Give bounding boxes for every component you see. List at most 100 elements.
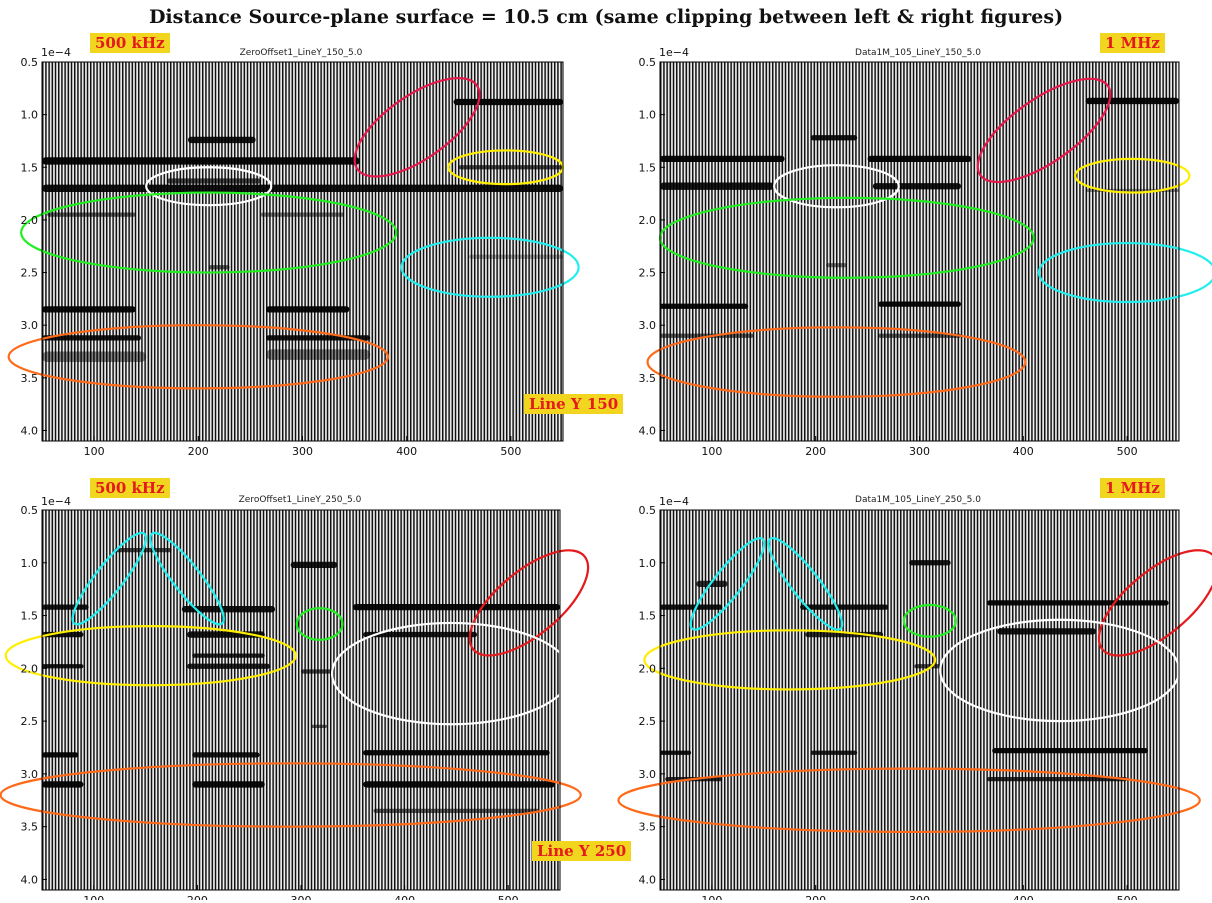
y-tick-label: 2.5	[639, 267, 657, 280]
y-tick-label: 4.0	[21, 424, 39, 437]
x-tick-label: 400	[1013, 445, 1034, 458]
y-tick-label: 2.5	[21, 267, 39, 280]
reflector-band	[192, 781, 265, 788]
annotation-ellipse-red	[976, 77, 1112, 184]
reflector-band	[167, 178, 261, 184]
y-tick-label: 3.5	[639, 821, 657, 834]
annotation-ellipse-cyan-left	[71, 531, 148, 626]
radargram-line150-500khz: 100 200 300 400 5000.51.01.52.02.53.03.54.0 …	[7, 46, 580, 458]
x-tick-label: 200	[805, 894, 826, 900]
annotation-ellipse-green	[902, 603, 957, 638]
x-tick-label: 200	[187, 894, 208, 900]
x-tick-label: 200	[188, 445, 209, 458]
y-tick-label: 1.5	[639, 161, 657, 174]
annotation-ellipse-yellow	[1074, 157, 1191, 194]
y-tick-label: 2.0	[639, 662, 657, 675]
reflector-band	[914, 664, 941, 669]
y-scale-label: 1e−4	[41, 495, 71, 508]
annotation-ellipse-cyan-right	[767, 537, 844, 631]
reflector-band	[877, 333, 962, 338]
y-tick-label: 2.0	[21, 662, 39, 675]
y-tick-label: 3.5	[21, 821, 39, 834]
reflector-band	[42, 351, 147, 363]
radargram-line250-1mhz: 1002003004005000.51.01.52.02.53.03.54.0 …	[617, 495, 1212, 900]
reflector-band	[997, 628, 1096, 635]
x-tick-label: 100	[701, 445, 722, 458]
y-tick-label: 1.0	[639, 109, 657, 122]
reflector-band	[192, 752, 260, 758]
y-tick-label: 3.5	[21, 372, 39, 385]
reflector-band	[42, 335, 141, 341]
reflector-band	[872, 183, 962, 190]
annotation-ellipse-orange	[0, 762, 582, 828]
annotation-ellipse-yellow	[4, 625, 297, 687]
x-tick-label: 500	[500, 445, 521, 458]
x-tick-label: 300	[909, 445, 930, 458]
annotation-ellipse-white	[145, 166, 273, 207]
reflector-band	[290, 561, 338, 569]
y-tick-label: 4.0	[21, 873, 39, 886]
y-tick-label: 3.0	[21, 319, 39, 332]
reflector-band	[301, 669, 333, 674]
y-scale-label: 1e−4	[659, 495, 689, 508]
annotation-ellipse-red	[353, 76, 481, 178]
reflector-band	[42, 664, 84, 669]
trace-stripes	[660, 62, 1179, 441]
panel-title: ZeroOffset1_LineY_150_5.0	[240, 48, 363, 58]
y-scale-label: 1e−4	[41, 46, 71, 59]
panel-title: Data1M_105_LineY_250_5.0	[855, 495, 981, 505]
reflector-band	[42, 157, 360, 165]
x-tick-label: 100	[83, 894, 104, 900]
y-tick-label: 3.5	[639, 372, 657, 385]
reflector-band	[42, 604, 89, 610]
panel-title: Data1M_105_LineY_150_5.0	[855, 48, 981, 58]
x-tick-label: 300	[909, 894, 930, 900]
frequency-tag-500khz: 500 kHz	[90, 478, 170, 498]
radargram-line150-1mhz: 100 200 300 400 5000.51.01.52.02.53.03.54.0 …	[639, 46, 1212, 458]
y-tick-label: 1.5	[639, 610, 657, 623]
y-tick-label: 1.5	[21, 610, 39, 623]
y-tick-label: 0.5	[21, 504, 39, 517]
reflector-band	[1085, 97, 1179, 105]
reflector-band	[42, 184, 563, 193]
page-title: Distance Source-plane surface = 10.5 cm …	[148, 6, 1064, 28]
x-tick-label: 300	[291, 894, 312, 900]
reflector-band	[208, 265, 230, 270]
annotation-ellipse-orange	[7, 324, 390, 390]
reflector-band	[826, 263, 847, 268]
reflector-band	[800, 604, 889, 610]
reflector-band	[266, 349, 371, 360]
trace-stripes	[42, 62, 563, 441]
frequency-tag-1mhz: 1 MHz	[1100, 33, 1165, 53]
annotation-ellipse-cyan	[400, 236, 580, 298]
reflector-band	[42, 306, 136, 313]
y-tick-label: 1.0	[639, 557, 657, 570]
reflector-band	[42, 752, 79, 758]
reflector-band	[660, 182, 775, 190]
reflector-band	[192, 653, 265, 658]
reflector-band	[986, 777, 1128, 782]
reflector-band	[696, 580, 728, 588]
reflector-band	[810, 750, 858, 755]
y-tick-label: 0.5	[639, 504, 657, 517]
y-tick-label: 3.0	[639, 319, 657, 332]
annotation-ellipse-yellow	[643, 629, 937, 691]
annotation-ellipse-cyan-left	[689, 537, 766, 631]
reflector-band	[47, 212, 136, 217]
reflector-band	[187, 663, 270, 669]
annotation-ellipse-orange	[646, 326, 1027, 398]
line-tag-150: Line Y 150	[524, 394, 624, 414]
reflector-band	[373, 808, 540, 813]
x-tick-label: 400	[394, 894, 415, 900]
annotation-ellipse-cyan-right	[149, 531, 225, 626]
reflector-band	[311, 724, 327, 728]
reflector-band	[810, 135, 858, 141]
y-tick-label: 2.5	[21, 715, 39, 728]
reflector-band	[660, 155, 785, 163]
reflector-band	[453, 98, 563, 106]
y-tick-label: 1.5	[21, 161, 39, 174]
reflector-band	[363, 750, 550, 756]
frequency-tag-500khz: 500 kHz	[90, 33, 170, 53]
y-tick-label: 1.0	[21, 557, 39, 570]
annotation-ellipse-green	[20, 191, 398, 274]
